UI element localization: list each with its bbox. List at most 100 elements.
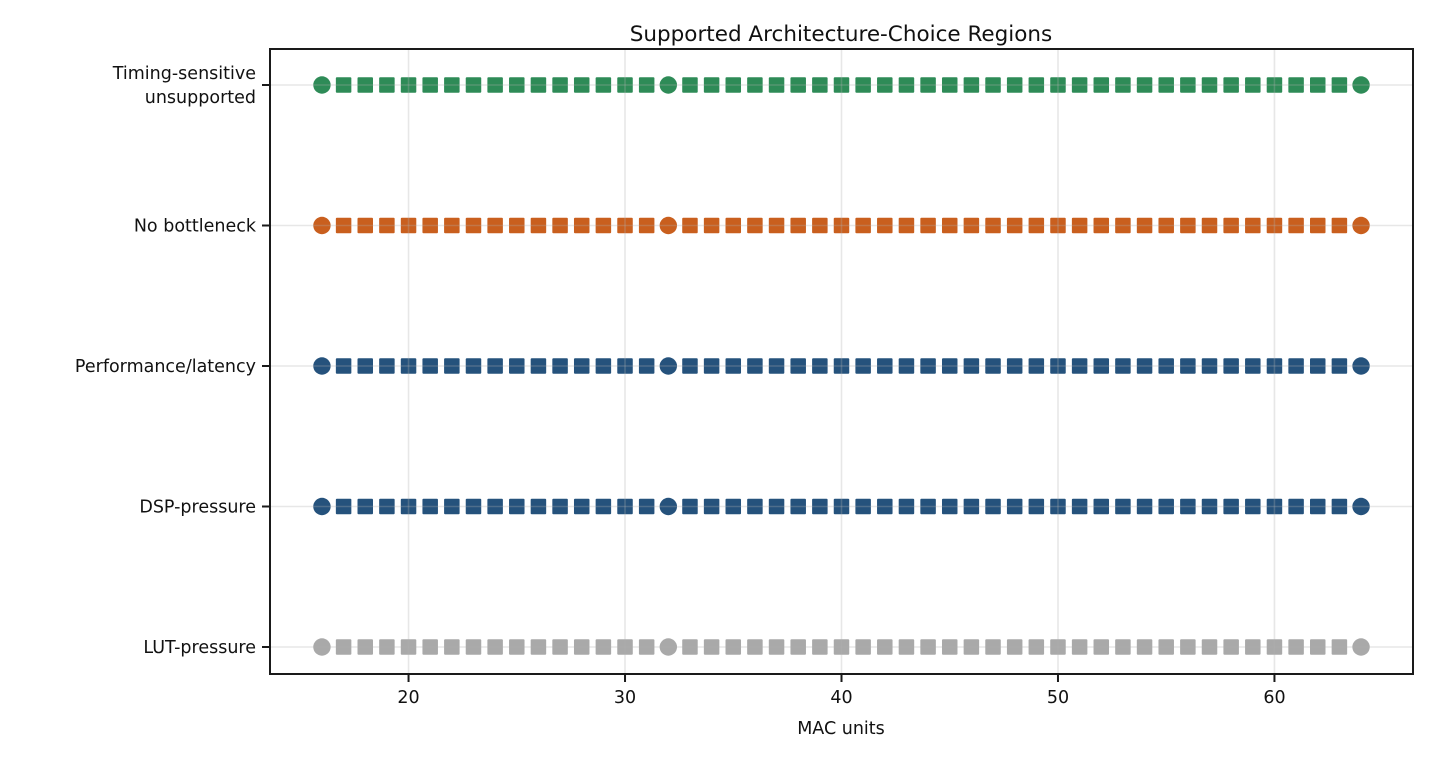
marker-square (444, 77, 460, 93)
marker-square (877, 639, 893, 655)
marker-square (1071, 639, 1088, 655)
marker-square (400, 77, 417, 93)
marker-square (1245, 498, 1261, 515)
marker-square (725, 639, 742, 655)
marker-square (703, 498, 720, 515)
marker-square (920, 498, 936, 515)
marker-square (1071, 77, 1088, 93)
marker-square (855, 77, 871, 93)
marker-circle (313, 357, 331, 375)
marker-square (963, 217, 980, 234)
marker-square (422, 358, 438, 374)
marker-square (985, 639, 1001, 655)
marker-square (335, 77, 352, 93)
marker-square (1093, 358, 1110, 374)
marker-square (747, 77, 763, 93)
marker-circle (1352, 216, 1370, 235)
marker-square (509, 358, 525, 374)
marker-square (444, 639, 460, 655)
marker-square (790, 358, 806, 374)
marker-square (1310, 77, 1326, 93)
marker-square (985, 358, 1001, 374)
marker-square (1050, 77, 1066, 93)
marker-square (833, 498, 850, 515)
marker-square (1050, 639, 1066, 655)
marker-square (790, 77, 806, 93)
marker-square (573, 498, 590, 515)
marker-square (357, 77, 373, 93)
marker-square (1136, 639, 1153, 655)
marker-square (357, 358, 373, 374)
marker-square (898, 77, 915, 93)
marker-square (682, 77, 698, 93)
marker-square (530, 639, 547, 655)
marker-circle (659, 76, 678, 94)
marker-circle (1352, 76, 1370, 94)
marker-square (1310, 498, 1326, 515)
marker-square (768, 217, 785, 234)
marker-square (1223, 77, 1239, 93)
marker-square (1115, 77, 1131, 93)
marker-square (1006, 217, 1023, 234)
marker-square (638, 498, 655, 515)
marker-square (1028, 358, 1045, 374)
marker-square (941, 498, 958, 515)
marker-square (1028, 498, 1045, 515)
chart-title: Supported Architecture-Choice Regions (630, 22, 1053, 47)
marker-circle (313, 497, 331, 516)
marker-square (617, 77, 633, 93)
marker-square (920, 639, 936, 655)
marker-square (1201, 498, 1218, 515)
marker-square (530, 77, 547, 93)
marker-square (1223, 217, 1239, 234)
marker-square (1310, 639, 1326, 655)
marker-square (465, 639, 482, 655)
y-tick-label: LUT-pressure (143, 638, 256, 658)
marker-square (703, 217, 720, 234)
marker-square (1158, 217, 1174, 234)
marker-square (379, 358, 395, 374)
marker-circle (1352, 638, 1370, 656)
marker-square (487, 498, 503, 515)
marker-square (898, 498, 915, 515)
marker-square (422, 77, 438, 93)
axes-layer (262, 48, 1414, 682)
marker-square (1266, 217, 1283, 234)
marker-square (1115, 498, 1131, 515)
marker-square (812, 498, 828, 515)
marker-square (617, 358, 633, 374)
x-tick-label: 20 (397, 688, 419, 708)
marker-square (1266, 77, 1283, 93)
marker-square (487, 217, 503, 234)
marker-square (1288, 498, 1304, 515)
marker-square (898, 358, 915, 374)
marker-square (1158, 498, 1174, 515)
marker-square (985, 498, 1001, 515)
marker-square (1115, 358, 1131, 374)
y-tick-label: DSP-pressure (139, 498, 256, 518)
marker-square (400, 639, 417, 655)
series-no-bottleneck (313, 216, 1370, 235)
marker-square (509, 217, 525, 234)
marker-square (487, 77, 503, 93)
marker-square (1006, 358, 1023, 374)
marker-square (1006, 639, 1023, 655)
marker-square (768, 639, 785, 655)
marker-square (877, 77, 893, 93)
marker-circle (1352, 357, 1370, 375)
marker-square (530, 217, 547, 234)
marker-square (812, 77, 828, 93)
markers-layer (313, 76, 1370, 656)
marker-square (1180, 639, 1196, 655)
marker-square (1050, 358, 1066, 374)
marker-square (509, 77, 525, 93)
marker-square (552, 498, 568, 515)
marker-square (1288, 217, 1304, 234)
marker-square (920, 358, 936, 374)
marker-square (617, 217, 633, 234)
marker-square (1071, 217, 1088, 234)
marker-square (465, 217, 482, 234)
marker-square (941, 639, 958, 655)
marker-square (682, 217, 698, 234)
